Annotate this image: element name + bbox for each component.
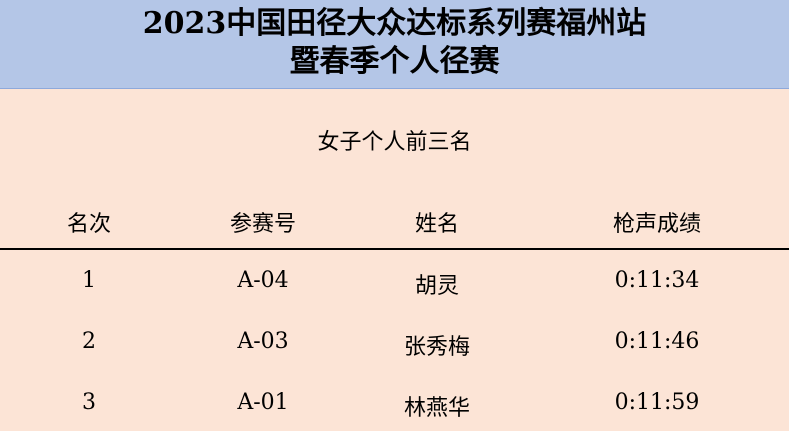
column-header: 枪声成绩 [612,212,702,237]
name: 胡灵 [414,274,460,299]
column-header: 名次 [66,212,112,237]
name: 林燕华 [403,396,471,421]
bib: A-04 [237,268,289,293]
title-line-2: 暨春季个人径赛 [289,44,500,79]
table-row: 3 A-01 林燕华 0:11:59 [0,390,789,430]
time: 0:11:34 [614,268,700,293]
table-row: 1 A-04 胡灵 0:11:34 [0,268,789,308]
table-row: 2 A-03 张秀梅 0:11:46 [0,329,789,369]
bib: A-03 [237,329,289,354]
header-divider [0,248,789,250]
subtitle: 女子个人前三名 [317,130,472,155]
title-line-1: 2023中国田径大众达标系列赛福州站 [142,6,647,41]
column-header: 参赛号 [229,212,297,237]
title-banner: 2023中国田径大众达标系列赛福州站 暨春季个人径赛 [0,0,789,89]
name: 张秀梅 [403,335,471,360]
table-header: 名次 参赛号 姓名 枪声成绩 [0,206,789,246]
time: 0:11:46 [614,329,700,354]
column-header: 姓名 [414,212,460,237]
bib: A-01 [237,390,289,415]
rank: 3 [82,390,96,415]
rank: 2 [82,329,96,354]
time: 0:11:59 [614,390,700,415]
rank: 1 [82,268,96,293]
